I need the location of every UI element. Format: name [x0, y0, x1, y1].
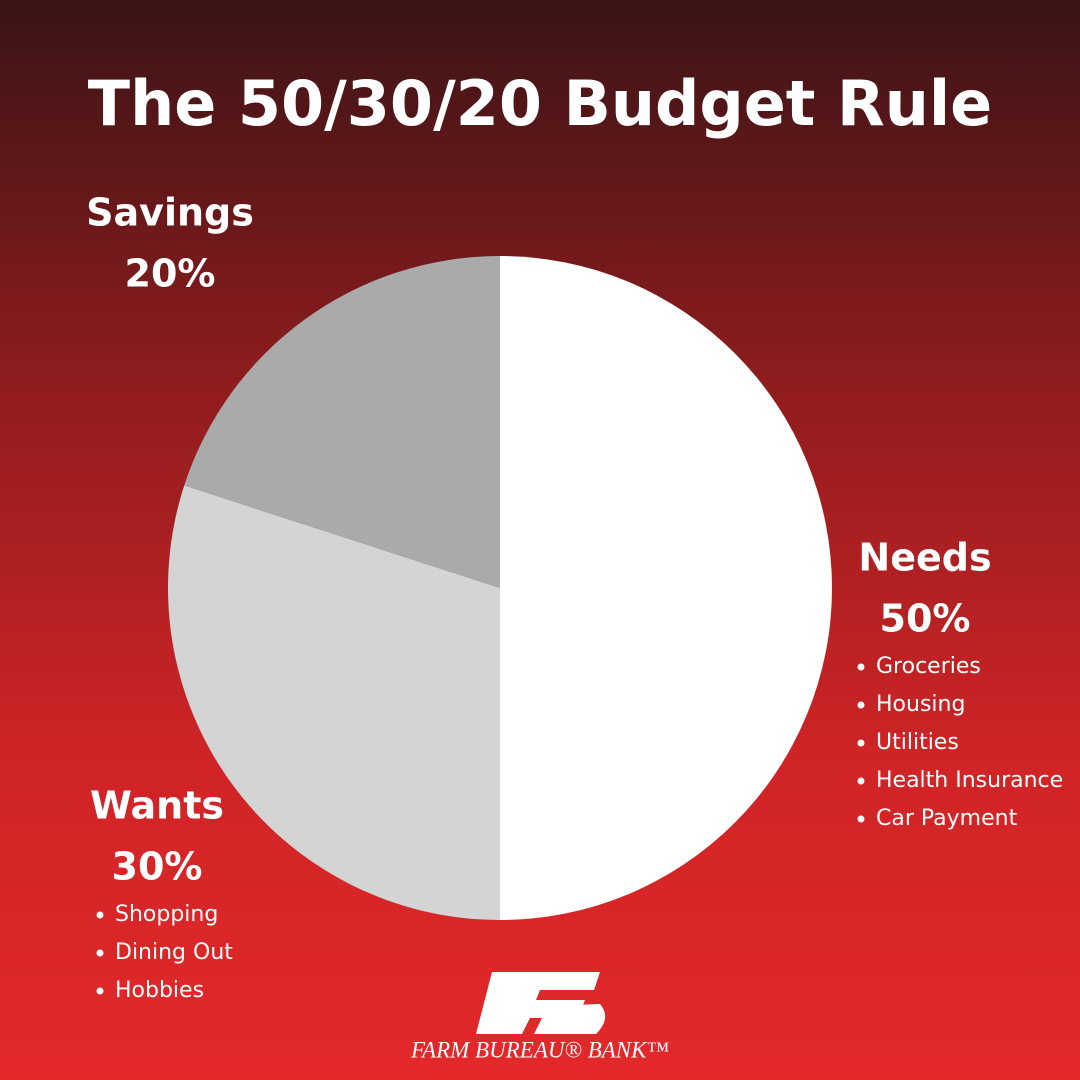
bullet — [857, 777, 865, 785]
logo-mark — [476, 972, 600, 1034]
brand-name: FARM BUREAU® BANK™ — [410, 1037, 669, 1062]
slice-value-label: 20% — [125, 252, 216, 296]
pie-slice — [168, 485, 500, 920]
bullet — [857, 815, 865, 823]
slice-label: Needs — [858, 536, 991, 580]
detail-item: Housing — [876, 692, 965, 717]
pie-slice — [500, 256, 832, 920]
detail-item: Car Payment — [876, 806, 1018, 831]
bullet — [857, 739, 865, 747]
logo-mark — [534, 1004, 606, 1034]
pie-slice — [184, 255, 500, 588]
bullet — [857, 663, 865, 671]
slice-value-label: 50% — [880, 597, 971, 641]
slice-label: Savings — [86, 191, 254, 235]
bullet — [96, 987, 104, 995]
chart-title: The 50/30/20 Budget Rule — [88, 67, 992, 140]
slice-value-label: 30% — [112, 845, 203, 889]
detail-item: Shopping — [115, 902, 218, 927]
bullet — [96, 911, 104, 919]
bullet — [96, 949, 104, 957]
detail-item: Groceries — [876, 654, 981, 679]
detail-item: Dining Out — [115, 940, 233, 965]
pie — [168, 255, 832, 920]
bullet — [857, 701, 865, 709]
detail-item: Hobbies — [115, 978, 204, 1003]
logo: FARM BUREAU® BANK™ — [410, 972, 669, 1062]
detail-item: Health Insurance — [876, 768, 1063, 793]
slice-label: Wants — [90, 784, 224, 828]
detail-item: Utilities — [876, 730, 959, 755]
